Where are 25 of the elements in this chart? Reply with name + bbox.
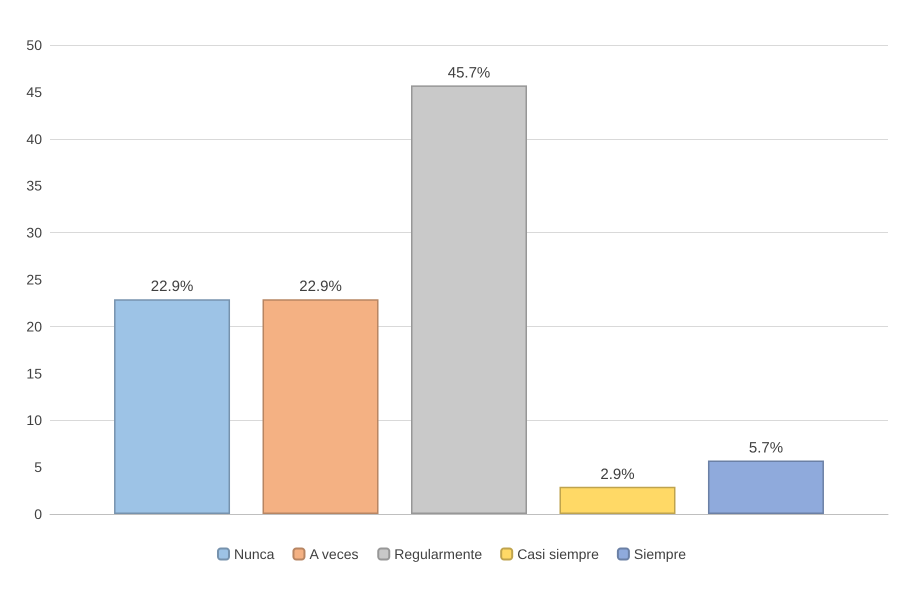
bar (708, 460, 824, 514)
bar (262, 299, 379, 514)
data-label: 2.9% (600, 466, 635, 483)
data-label: 22.9% (299, 278, 342, 296)
bar (559, 486, 676, 514)
y-tick-label: 20 (26, 318, 42, 334)
y-tick-label: 15 (26, 365, 42, 382)
legend-label: A veces (309, 546, 358, 562)
data-label: 45.7% (448, 64, 490, 82)
y-tick-label: 0 (34, 506, 42, 522)
y-tick-label: 35 (26, 178, 42, 194)
legend-label: Nunca (234, 546, 275, 562)
y-tick-label: 40 (26, 130, 42, 147)
data-label: 5.7% (748, 440, 784, 457)
y-tick-label: 5 (34, 459, 42, 476)
y-tick-label: 25 (26, 272, 42, 288)
y-tick-label: 30 (26, 224, 42, 241)
legend-label: Regularmente (394, 546, 482, 562)
y-tick-label: 45 (26, 84, 42, 100)
bar (114, 299, 230, 514)
legend-label: Casi siempre (517, 546, 600, 562)
data-label: 22.9% (150, 278, 194, 296)
y-tick-label: 50 (26, 37, 42, 53)
y-tick-label: 10 (26, 412, 42, 428)
legend-label: Siempre (634, 546, 686, 562)
